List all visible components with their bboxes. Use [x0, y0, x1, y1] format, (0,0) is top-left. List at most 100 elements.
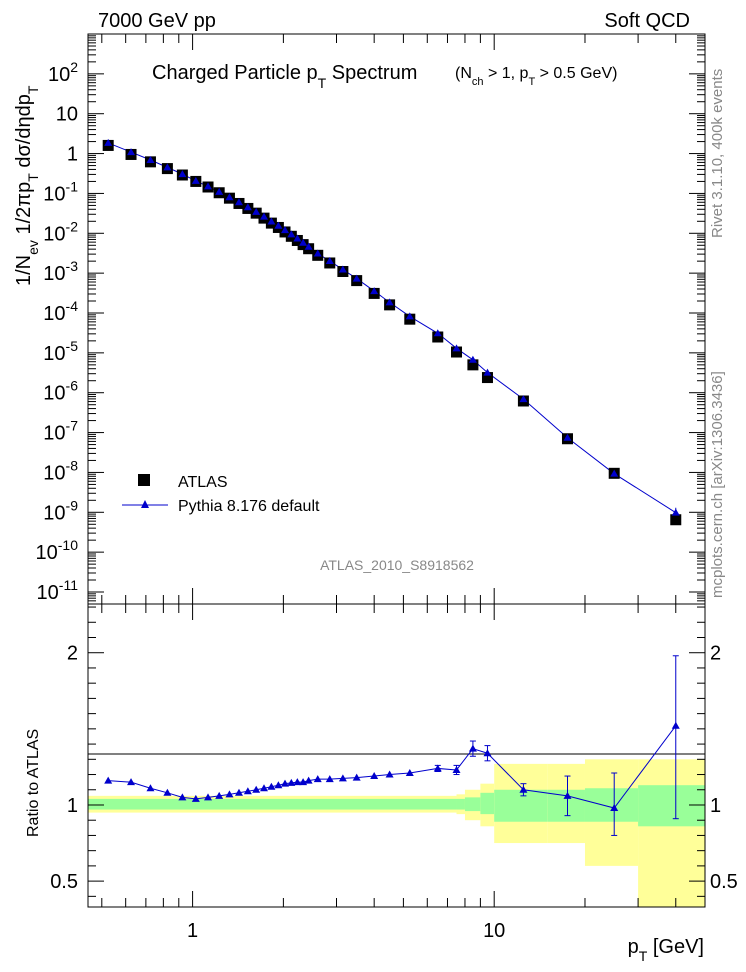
ratio-pythia-point [304, 776, 313, 784]
legend-atlas-marker [138, 474, 150, 486]
pythia-point [127, 148, 136, 156]
y-axis-label: 1/Nev 1/2πpT dσ/dηdpT [13, 85, 41, 286]
pythia-point [204, 182, 213, 190]
pythia-point [433, 329, 442, 337]
atlas-data-point [432, 331, 444, 343]
ratio-pythia-point [287, 778, 296, 786]
legend-pythia-label: Pythia 8.176 default [178, 498, 320, 515]
legend-atlas-label: ATLAS [178, 474, 228, 491]
pythia-point [370, 287, 379, 295]
ratio-pythia-point [293, 778, 302, 786]
y-tick-label: 10-3 [43, 258, 78, 285]
ratio-panel: 0.5 0.5 1 1 2 2 Ratio to ATLAS [25, 603, 738, 908]
pythia-point [452, 344, 461, 352]
ratio-pythia-point [671, 721, 680, 729]
ratio-pythia-point [405, 769, 414, 777]
ratio-y-tick-label: 0.5 [50, 871, 78, 893]
ratio-stat-uncertainty-band [88, 798, 457, 810]
ratio-stat-uncertainty-band [584, 788, 639, 822]
pythia-point [260, 212, 269, 220]
y-tick-label: 10-11 [37, 577, 79, 604]
pythia-line [108, 142, 677, 514]
ratio-pythia-point [325, 775, 334, 783]
pythia-point [325, 257, 334, 265]
main-panel: 102 10 1 10-1 10-2 10-3 10-4 10-5 10-6 10-7 10-8 10… [13, 33, 706, 605]
atlas-data-point [451, 346, 463, 358]
pythia-point [191, 176, 200, 184]
ratio-y-tick-label: 2 [67, 643, 78, 665]
pythia-point [252, 207, 261, 215]
header-left: 7000 GeV pp [98, 10, 216, 32]
rivet-label: Rivet 3.1.10, 400k events [709, 69, 726, 238]
ratio-y-tick-label-right: 2 [710, 643, 721, 665]
pythia-point [243, 203, 252, 211]
ratio-pythia-point [281, 779, 290, 787]
ratio-y-tick-label: 1 [67, 795, 78, 817]
y-tick-label: 10-10 [36, 537, 79, 564]
ratio-pythia-point [163, 788, 172, 796]
ratio-pythia-point [370, 772, 379, 780]
legend-pythia-marker [141, 500, 149, 508]
pythia-point [405, 312, 414, 320]
ratio-pythia-point [191, 794, 200, 802]
ratio-pythia-point [385, 770, 394, 778]
chart-title-cond: (Nch > 1, pT > 0.5 GeV) [455, 65, 617, 88]
ratio-pythia-point [204, 793, 213, 801]
pythia-point [352, 274, 361, 282]
y-tick-label: 10-4 [43, 298, 78, 325]
ratio-pythia-point [234, 788, 243, 796]
chart-title: Charged Particle pT Spectrum [152, 62, 417, 91]
pythia-point [274, 221, 283, 229]
pythia-point [215, 187, 224, 195]
ratio-y-tick-label-right: 0.5 [710, 871, 738, 893]
x-tick-label: 10 [483, 920, 505, 942]
ratio-stat-uncertainty-band [638, 785, 705, 827]
pythia-point [519, 395, 528, 403]
pythia-point [299, 238, 308, 246]
ratio-y-tick-label-right: 1 [710, 795, 721, 817]
y-tick-label: 10-9 [43, 497, 78, 524]
ratio-pythia-point [610, 804, 619, 812]
ratio-pythia-point [274, 781, 283, 789]
pythia-point [304, 242, 313, 250]
atlas-data-point [467, 359, 479, 371]
pythia-point [293, 234, 302, 242]
mcplots-label: mcplots.cern.ch [arXiv:1306.3436] [709, 371, 726, 598]
ratio-pythia-point [483, 749, 492, 757]
pythia-point [146, 155, 155, 163]
ratio-pythia-point [338, 774, 347, 782]
y-tick-label: 10 [56, 104, 78, 126]
pythia-point [287, 230, 296, 238]
pythia-point [671, 508, 680, 516]
ratio-pythia-point [252, 785, 261, 793]
pythia-point [163, 163, 172, 171]
ratio-pythia-point [127, 778, 136, 786]
ratio-pythia-point [563, 791, 572, 799]
pythia-point [281, 226, 290, 234]
ratio-pythia-point [433, 764, 442, 772]
ratio-pythia-point [267, 782, 276, 790]
ratio-pythia-point [468, 744, 477, 752]
ratio-stat-uncertainty-band [464, 797, 481, 812]
ratio-pythia-point [519, 785, 528, 793]
pythia-point [178, 170, 187, 178]
ratio-pythia-point [452, 765, 461, 773]
y-tick-label: 10-7 [43, 418, 78, 445]
ratio-pythia-point [178, 793, 187, 801]
pythia-point [338, 265, 347, 273]
ratio-pythia-point [352, 773, 361, 781]
pythia-point [563, 433, 572, 441]
analysis-watermark: ATLAS_2010_S8918562 [320, 557, 474, 573]
pythia-point [267, 217, 276, 225]
ratio-frame [87, 603, 706, 908]
pythia-point [225, 193, 234, 201]
y-tick-label: 10-6 [43, 378, 78, 405]
ratio-pythia-point [243, 787, 252, 795]
ratio-pythia-point [104, 776, 113, 784]
main-frame [87, 33, 706, 605]
ratio-pythia-point [225, 790, 234, 798]
pythia-point [104, 138, 113, 146]
x-tick-label: 1 [187, 920, 198, 942]
header-right: Soft QCD [604, 10, 690, 32]
